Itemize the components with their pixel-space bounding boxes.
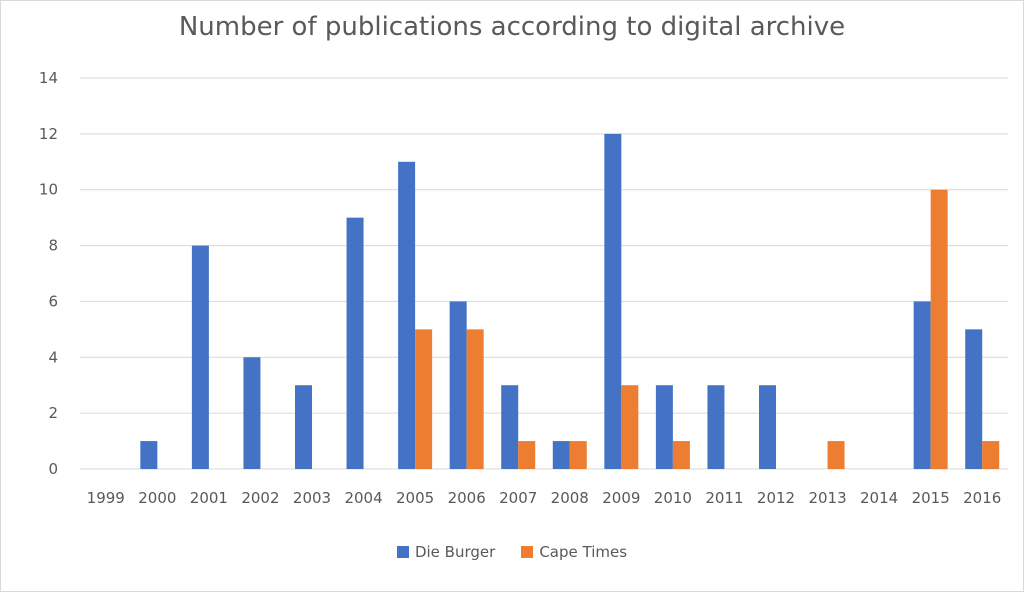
x-tick-label: 2005	[396, 489, 434, 507]
x-tick-label: 2001	[190, 489, 228, 507]
x-tick-label: 2009	[602, 489, 640, 507]
y-tick-label: 0	[48, 460, 58, 478]
bar-die-burger-2012	[759, 385, 776, 469]
x-axis-ticks: 1999 2000 2001 2002 2003 2004 2005 2006 2007 2008…	[87, 489, 1002, 507]
bar-cape-times-2005	[415, 329, 433, 469]
x-tick-label: 2012	[757, 489, 795, 507]
bar-cape-times-2007	[518, 441, 536, 469]
bar-die-burger-2002	[243, 357, 261, 469]
chart-title: Number of publications according to digi…	[178, 12, 846, 42]
legend: Die Burger Cape Times	[0, 543, 1024, 561]
x-tick-label: 2002	[241, 489, 279, 507]
x-tick-label: 2008	[551, 489, 589, 507]
x-tick-label: 2015	[912, 489, 950, 507]
bar-die-burger-2008	[552, 441, 570, 469]
x-tick-label: 2006	[448, 489, 486, 507]
bar-die-burger-2000	[140, 441, 158, 469]
bar-die-burger-2003	[295, 385, 312, 469]
bar-die-burger-2005	[398, 161, 416, 470]
legend-item-die-burger: Die Burger	[396, 543, 496, 561]
y-axis-ticks: 0 2 4 6 8 10 12 14	[39, 69, 58, 478]
legend-item-cape-times: Cape Times	[521, 543, 627, 561]
gridlines	[80, 77, 1008, 470]
x-tick-label: 1999	[87, 489, 125, 507]
x-tick-label: 2003	[293, 489, 331, 507]
y-tick-label: 2	[48, 404, 58, 422]
bar-die-burger-2016	[965, 329, 983, 469]
bar-die-burger-2001	[191, 245, 209, 469]
x-tick-label: 2004	[344, 489, 382, 507]
bar-cape-times-2009	[621, 385, 639, 469]
legend-label-cape-times: Cape Times	[539, 543, 628, 561]
x-tick-label: 2000	[138, 489, 176, 507]
legend-label-die-burger: Die Burger	[414, 543, 496, 561]
y-tick-label: 10	[39, 181, 58, 199]
x-tick-label: 2014	[860, 489, 898, 507]
x-tick-label: 2007	[499, 489, 537, 507]
bar-die-burger-2004	[346, 217, 364, 469]
bar-cape-times-2008	[569, 441, 587, 469]
bar-die-burger-2010	[655, 385, 673, 469]
y-tick-label: 6	[48, 292, 58, 310]
y-tick-label: 12	[39, 125, 58, 143]
bar-die-burger-2015	[913, 301, 931, 469]
x-tick-label: 2013	[808, 489, 846, 507]
y-tick-label: 14	[39, 69, 58, 87]
bar-cape-times-2006	[466, 329, 484, 469]
y-tick-label: 4	[48, 348, 58, 366]
x-tick-label: 2016	[963, 489, 1001, 507]
bar-cape-times-2016	[982, 441, 1000, 469]
x-tick-label: 2011	[705, 489, 743, 507]
x-tick-label: 2010	[654, 489, 692, 507]
bar-die-burger-2007	[501, 385, 519, 469]
legend-swatch-die-burger	[396, 546, 409, 558]
bar-cape-times-2010	[672, 441, 690, 469]
bar-cape-times-2015	[930, 189, 948, 469]
bar-die-burger-2009	[604, 133, 622, 469]
bar-die-burger-2011	[707, 385, 725, 469]
legend-swatch-cape-times	[521, 546, 534, 558]
bars	[140, 133, 1000, 470]
bar-die-burger-2006	[449, 301, 467, 469]
y-tick-label: 8	[48, 237, 58, 255]
bar-cape-times-2013	[827, 441, 845, 469]
